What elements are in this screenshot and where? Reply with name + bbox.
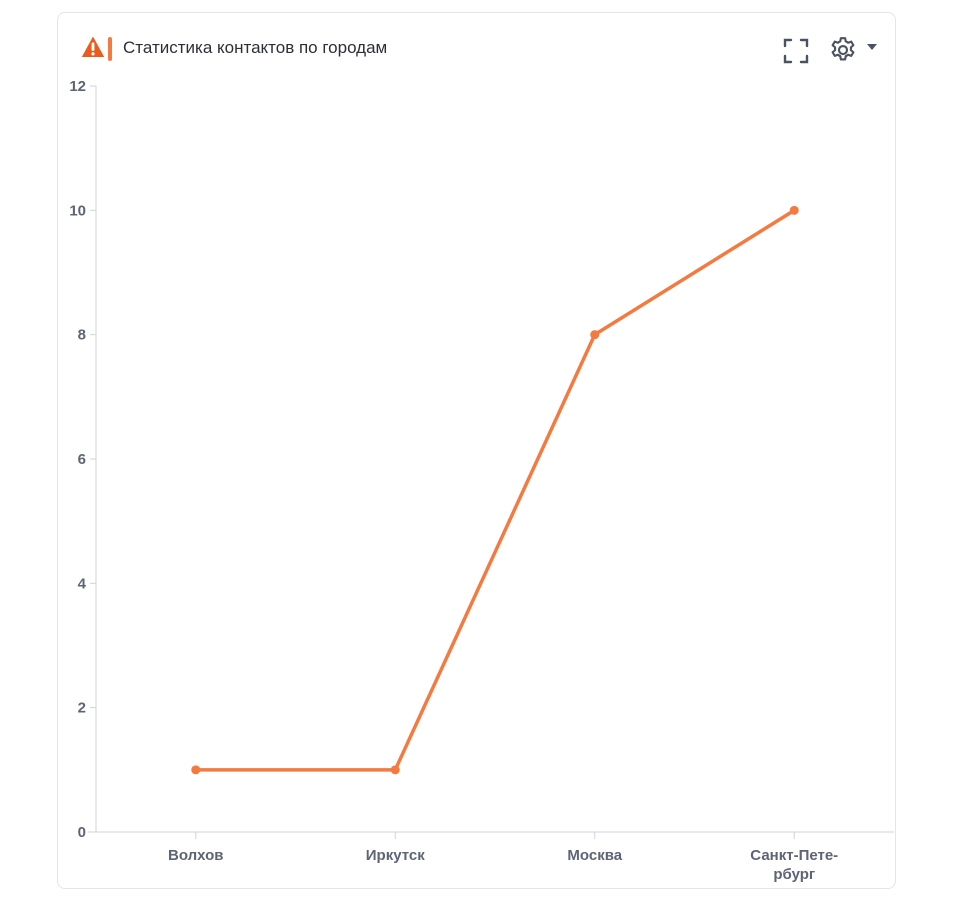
title-accent-bar [108,37,112,61]
data-point [191,765,201,775]
y-tick-label: 0 [78,824,86,841]
x-tick-label: Санкт-Пете-рбург [750,847,838,883]
warning-triangle-icon[interactable] [81,35,105,59]
y-tick-label: 10 [69,202,86,219]
x-tick-label: Волхов [168,847,224,864]
x-tick-label: Иркутск [366,847,425,864]
fullscreen-icon[interactable] [782,37,810,65]
widget-title: Статистика контактов по городам [123,38,388,57]
chart-axes: 0 2 4 6 8 10 12 Волхов Иркутск Москва Санкт-Пете-р… [69,78,894,883]
y-tick-label: 8 [78,327,86,344]
data-point [789,205,799,215]
y-tick-label: 2 [78,700,86,717]
chart-series [191,205,799,775]
gear-icon[interactable] [828,35,858,65]
series-line [194,208,796,772]
y-tick-label: 4 [78,575,87,592]
data-point [590,330,600,340]
data-point [390,765,400,775]
y-tick-label: 6 [78,451,86,468]
caret-down-icon[interactable] [865,41,879,53]
x-tick-label: Москва [567,847,622,864]
y-tick-label: 12 [69,78,86,95]
widget-header: Статистика контактов по городам [58,13,895,85]
chart-widget: Статистика контактов по городам 0 2 4 6 8 10 1… [57,12,896,889]
line-chart: 0 2 4 6 8 10 12 Волхов Иркутск Москва Санкт-Пете-р… [69,78,894,883]
